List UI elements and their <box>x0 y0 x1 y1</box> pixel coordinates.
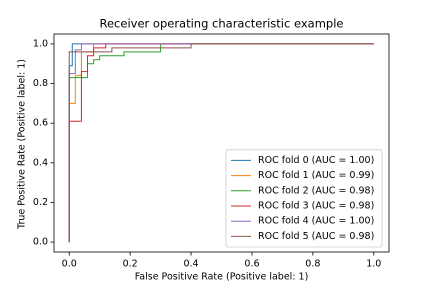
legend-label: ROC fold 3 (AUC = 0.98) <box>258 201 374 212</box>
x-tick-label: 0.2 <box>123 259 138 270</box>
x-tick-label: 0.6 <box>244 259 259 270</box>
y-tick-label: 0.2 <box>33 197 48 208</box>
axes-frame <box>53 33 390 253</box>
legend-label: ROC fold 5 (AUC = 0.98) <box>258 231 374 242</box>
y-axis-label: True Positive Rate (Positive label: 1) <box>17 59 28 230</box>
legend-label: ROC fold 0 (AUC = 1.00) <box>258 155 374 166</box>
roc-line <box>68 43 374 243</box>
y-tick-label: 0.0 <box>33 237 48 248</box>
roc-line <box>68 43 374 243</box>
chart-title: Receiver operating characteristic exampl… <box>100 17 344 31</box>
x-tick-label: 0.8 <box>305 259 320 270</box>
roc-line <box>68 43 374 243</box>
y-tick-label: 0.6 <box>33 118 48 129</box>
y-tick-label: 0.4 <box>33 157 48 168</box>
x-tick-label: 0.0 <box>62 259 77 270</box>
legend-label: ROC fold 1 (AUC = 0.99) <box>258 170 374 181</box>
y-tick-label: 0.8 <box>33 78 48 89</box>
x-axis-label: False Positive Rate (Positive label: 1) <box>135 272 309 283</box>
legend-label: ROC fold 4 (AUC = 1.00) <box>258 216 374 227</box>
legend-label: ROC fold 2 (AUC = 0.98) <box>258 185 374 196</box>
y-tick-label: 1.0 <box>33 38 48 49</box>
legend-box <box>225 149 383 248</box>
x-tick-label: 1.0 <box>366 259 381 270</box>
x-tick-label: 0.4 <box>183 259 198 270</box>
